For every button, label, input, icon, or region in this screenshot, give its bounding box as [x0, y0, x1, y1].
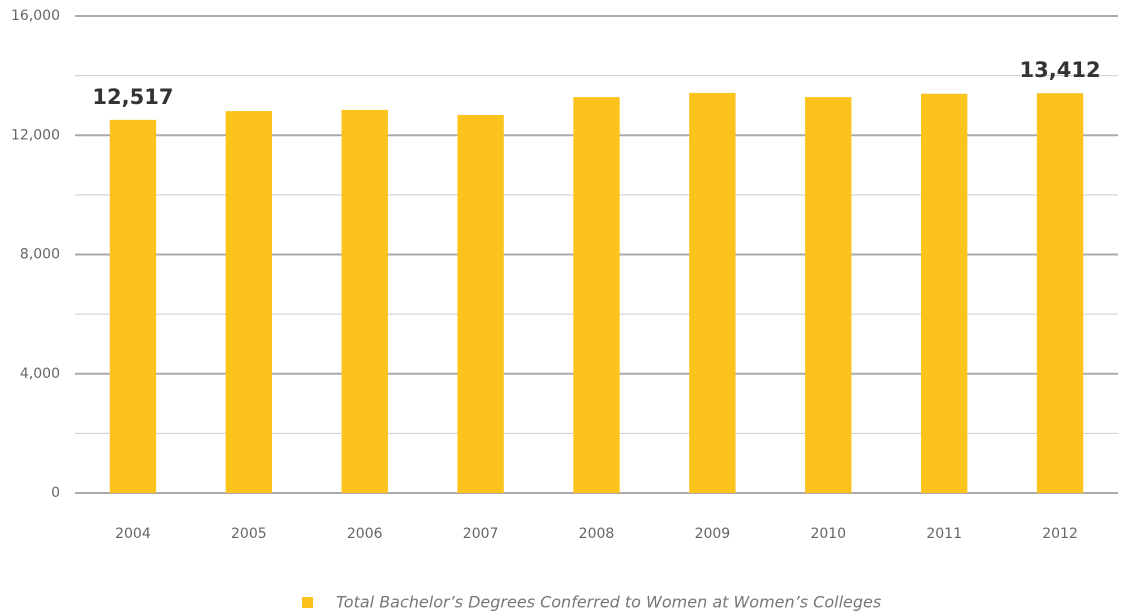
y-tick-label: 16,000 — [11, 8, 60, 24]
x-tick-label: 2012 — [1042, 526, 1078, 542]
x-tick-label: 2005 — [231, 526, 267, 542]
y-tick-label: 8,000 — [20, 247, 60, 263]
bar — [1036, 93, 1084, 493]
y-tick-label: 12,000 — [11, 127, 60, 143]
value-label: 12,517 — [92, 85, 173, 109]
y-tick-label: 4,000 — [20, 366, 60, 382]
x-tick-label: 2010 — [810, 526, 846, 542]
bar — [920, 93, 968, 494]
bar — [457, 114, 504, 493]
legend-swatch — [302, 597, 313, 608]
bar — [341, 109, 388, 494]
x-tick-label: 2011 — [926, 526, 962, 542]
x-tick-label: 2007 — [463, 526, 499, 542]
bar — [689, 92, 736, 493]
bar — [109, 119, 157, 493]
y-tick-label: 0 — [51, 485, 60, 501]
bar — [805, 97, 852, 493]
value-label: 13,412 — [1020, 58, 1101, 82]
x-tick-label: 2009 — [695, 526, 731, 542]
legend-label: Total Bachelor’s Degrees Conferred to Wo… — [336, 593, 881, 612]
bar — [225, 111, 273, 494]
x-tick-label: 2008 — [579, 526, 615, 542]
x-tick-label: 2004 — [115, 526, 151, 542]
bar — [573, 97, 620, 493]
x-tick-label: 2006 — [347, 526, 383, 542]
